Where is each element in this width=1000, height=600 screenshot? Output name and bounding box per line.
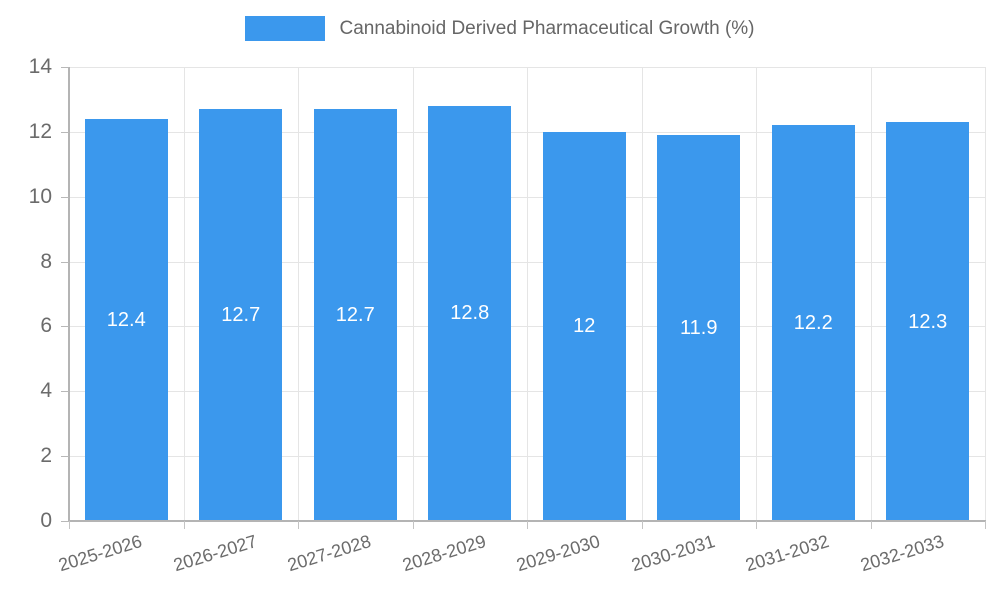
x-tick (985, 521, 986, 529)
x-tick (412, 521, 414, 529)
x-gridline (183, 67, 185, 521)
bar-2026-2027[interactable]: 12.7 (199, 109, 283, 521)
x-tick (298, 521, 299, 529)
y-tick (61, 131, 69, 133)
y-axis-tick-label: 4 (40, 379, 52, 403)
y-tick (61, 456, 69, 458)
x-axis-tick-label: 2027-2028 (285, 530, 374, 576)
x-gridline (870, 67, 872, 521)
x-tick (183, 521, 185, 529)
x-axis-tick-label: 2029-2030 (514, 530, 603, 576)
y-tick (61, 67, 69, 68)
y-axis-tick-label: 12 (28, 119, 52, 143)
bar-2031-2032[interactable]: 12.2 (771, 125, 855, 521)
x-axis-tick-label: 2025-2026 (56, 530, 145, 576)
x-gridline (985, 67, 986, 521)
bar-value-label: 11.9 (680, 317, 718, 340)
x-gridline (412, 67, 414, 521)
x-gridline (756, 67, 757, 521)
x-gridline (298, 67, 299, 521)
bar-value-label: 12.7 (335, 304, 375, 327)
x-tick (69, 521, 70, 529)
x-axis-tick-label: 2031-2032 (743, 530, 832, 576)
y-tick (61, 391, 69, 393)
plot-area: 12.4 12.7 12.7 12.8 12 11.9 12.2 12.3 (69, 67, 986, 521)
x-tick (756, 521, 757, 529)
bar-value-label: 12.3 (908, 310, 948, 333)
x-axis-tick-label: 2030-2031 (628, 530, 717, 576)
bar-2028-2029[interactable]: 12.8 (428, 105, 512, 521)
y-tick (61, 261, 69, 263)
x-gridline (641, 67, 643, 521)
bar-2030-2031[interactable]: 11.9 (657, 135, 741, 521)
legend-item[interactable]: Cannabinoid Derived Pharmaceutical Growt… (245, 16, 755, 41)
x-tick (641, 521, 643, 529)
x-gridline (527, 67, 528, 521)
bar-value-label: 12.4 (106, 308, 146, 331)
y-axis-line (68, 67, 70, 522)
bar-2032-2033[interactable]: 12.3 (886, 122, 970, 521)
bar-2025-2026[interactable]: 12.4 (84, 118, 168, 521)
legend: Cannabinoid Derived Pharmaceutical Growt… (0, 16, 1000, 41)
y-axis-tick-label: 0 (40, 509, 52, 532)
y-axis-tick-label: 8 (40, 249, 52, 273)
y-tick (61, 326, 69, 328)
legend-swatch-icon (245, 16, 326, 41)
y-axis-tick-label: 6 (40, 314, 52, 338)
bar-2027-2028[interactable]: 12.7 (313, 109, 397, 521)
y-axis-tick-label: 2 (40, 444, 52, 468)
y-tick (61, 521, 69, 522)
x-axis-tick-label: 2028-2029 (399, 530, 488, 576)
bar-2029-2030[interactable]: 12 (542, 131, 626, 521)
legend-label: Cannabinoid Derived Pharmaceutical Growt… (339, 18, 755, 39)
bar-value-label: 12.7 (221, 304, 261, 327)
bar-value-label: 12.2 (793, 312, 833, 335)
y-axis-tick-label: 14 (28, 55, 52, 78)
bar-value-label: 12.8 (450, 302, 490, 325)
y-axis-tick-label: 10 (28, 184, 52, 208)
x-tick (527, 521, 528, 529)
bar-value-label: 12 (573, 315, 596, 338)
x-axis-tick-label: 2032-2033 (857, 530, 946, 576)
x-axis-tick-label: 2026-2027 (170, 530, 259, 576)
x-tick (870, 521, 872, 529)
y-tick (61, 196, 69, 198)
